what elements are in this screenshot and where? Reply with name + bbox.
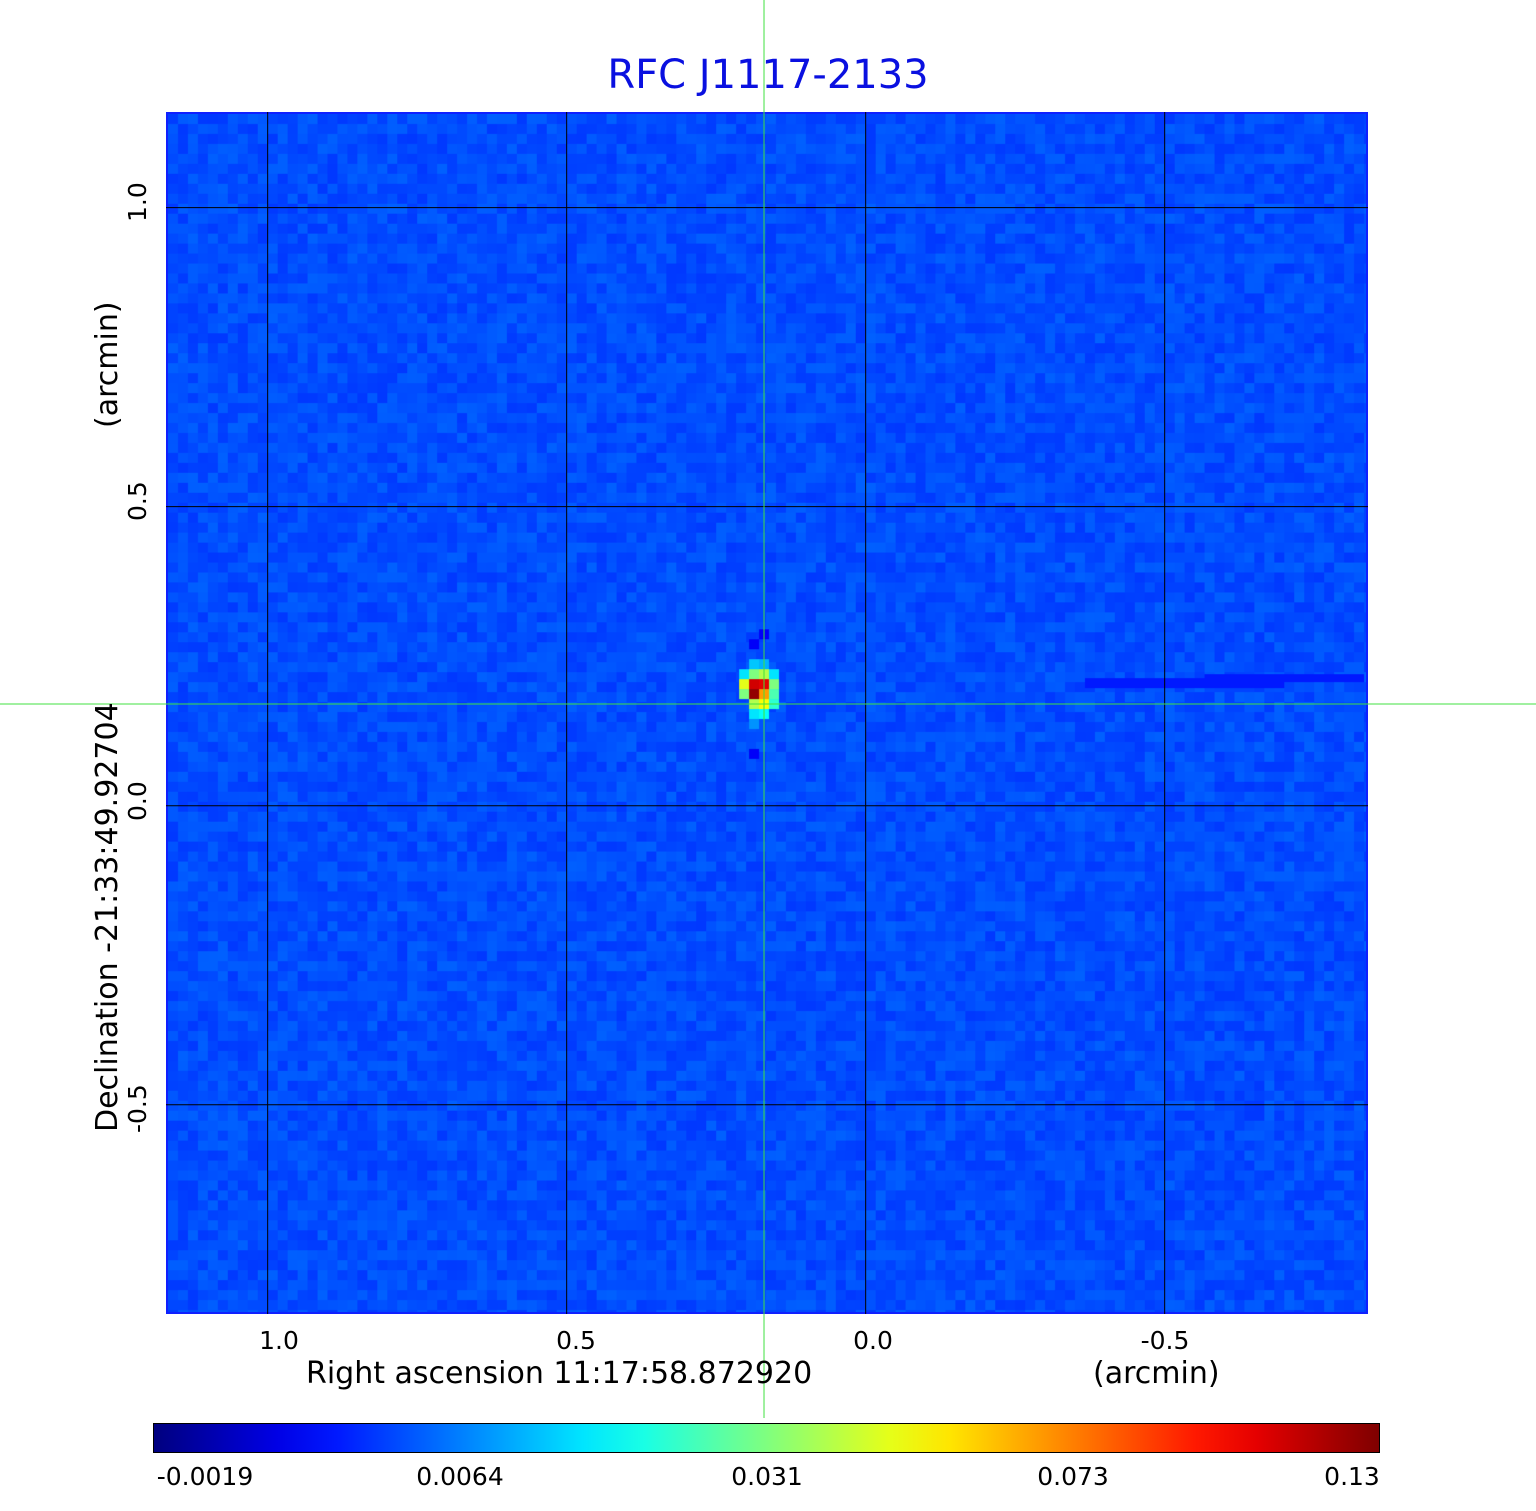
chart-title: RFC J1117-2133 (607, 52, 929, 98)
x-tick-label: 0.0 (853, 1326, 893, 1355)
colorbar-tick-label: 0.0064 (416, 1462, 504, 1491)
x-axis-unit: (arcmin) (1093, 1356, 1220, 1391)
y-tick-label: 0.0 (123, 781, 152, 821)
y-tick-label: -0.5 (123, 1084, 152, 1133)
colorbar-tick-label: 0.031 (731, 1462, 803, 1491)
y-axis-unit: (arcmin) (90, 301, 125, 428)
sky-image-heatmap[interactable] (166, 112, 1368, 1314)
x-tick-label: 0.5 (556, 1326, 596, 1355)
colorbar-tick-label: -0.0019 (156, 1462, 254, 1491)
colorbar-tick-label: 0.073 (1037, 1462, 1109, 1491)
y-axis-label: Declination -21:33:49.92704 (90, 702, 125, 1132)
y-tick-label: 1.0 (123, 182, 152, 222)
x-axis-label: Right ascension 11:17:58.872920 (306, 1356, 813, 1391)
x-tick-label: 1.0 (259, 1326, 299, 1355)
colorbar-tick-label: 0.13 (1324, 1462, 1380, 1491)
y-tick-label: 0.5 (123, 481, 152, 521)
x-tick-label: -0.5 (1140, 1326, 1190, 1355)
colorbar (153, 1423, 1380, 1453)
